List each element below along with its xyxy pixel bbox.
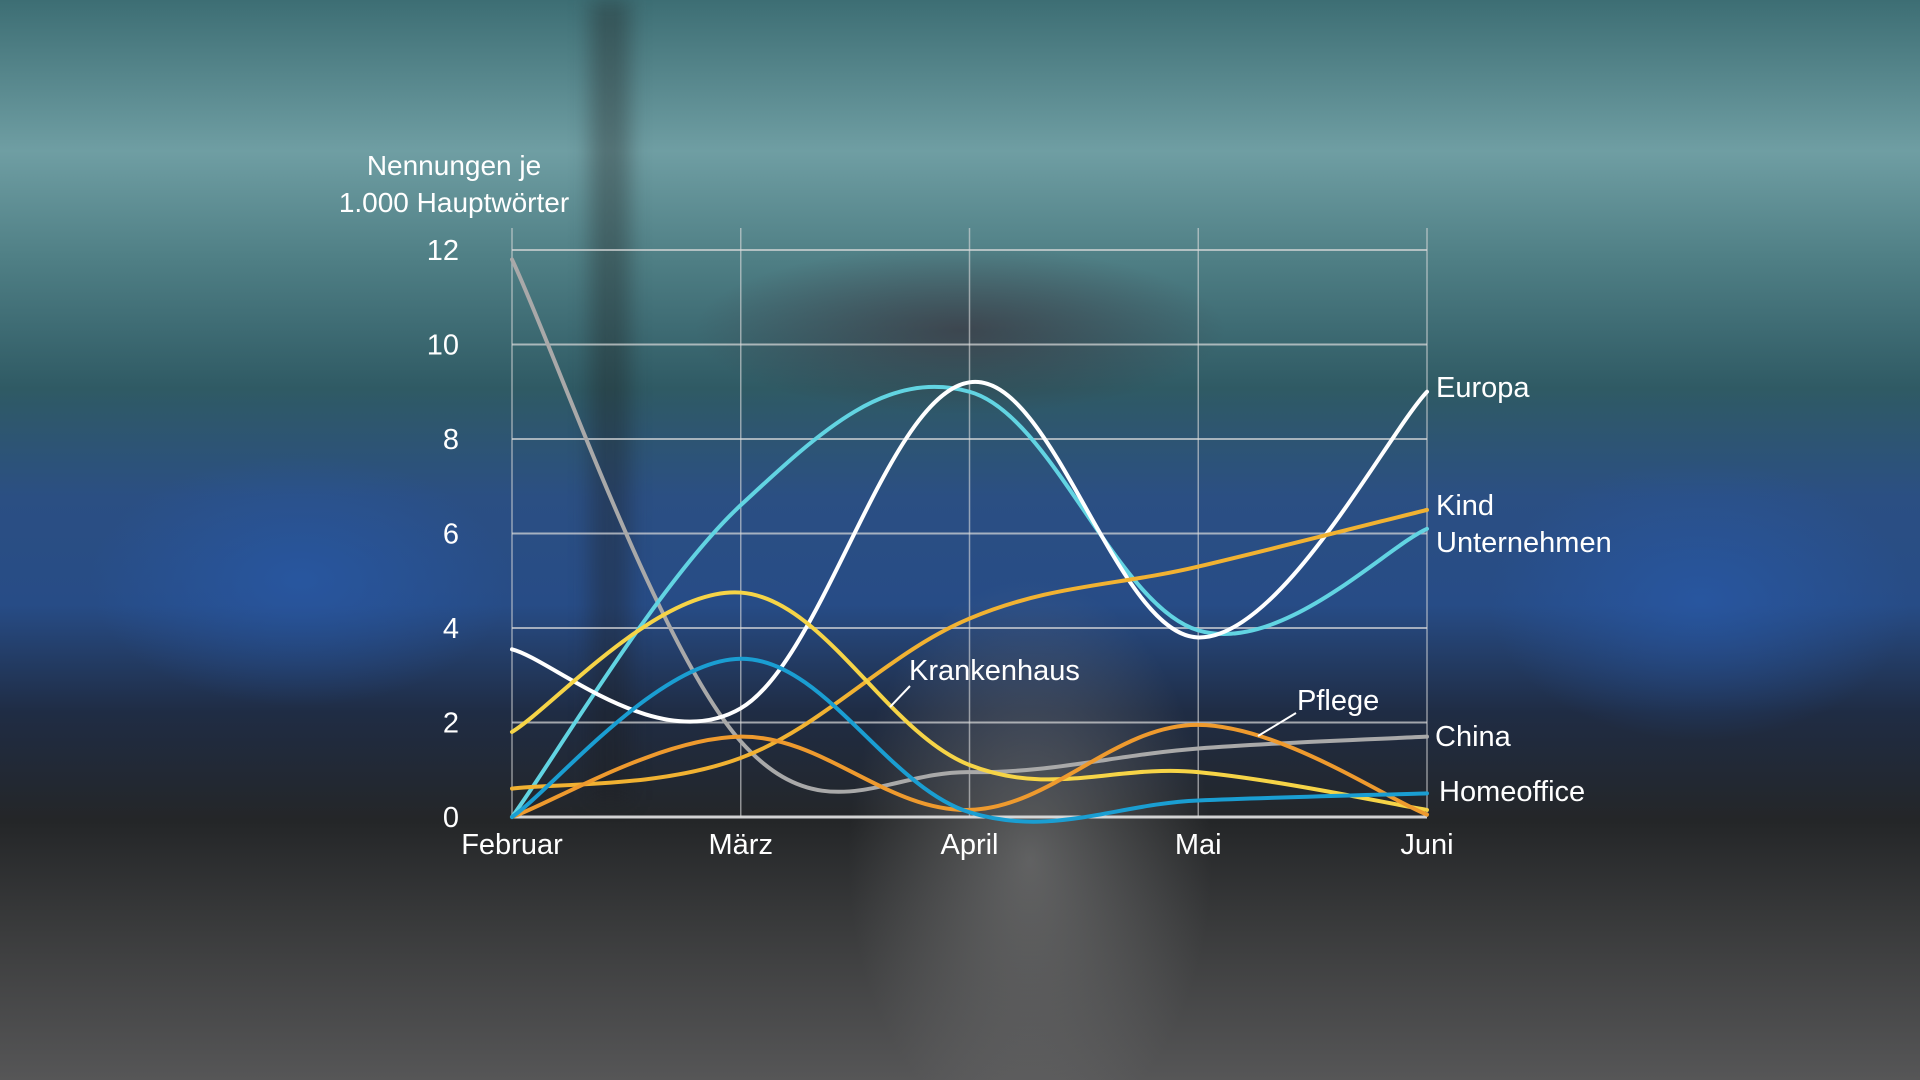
y-axis-title: Nennungen je (367, 150, 541, 181)
series-line-europa (510, 380, 1429, 724)
x-tick-label: Mai (1175, 829, 1222, 861)
y-tick-label: 0 (443, 802, 459, 834)
series-line-unternehmen (510, 385, 1429, 819)
x-tick-label: Februar (461, 829, 563, 861)
series-label-unternehmen: Unternehmen (1436, 527, 1612, 559)
series-label-krankenhaus: Krankenhaus (909, 655, 1080, 687)
x-tick-label: Juni (1400, 829, 1453, 861)
series-line-krankenhaus (510, 590, 1429, 812)
y-tick-label: 4 (443, 613, 459, 645)
series-line-pflege (510, 722, 1429, 819)
grid (511, 228, 1428, 819)
series-lines (510, 257, 1429, 824)
label-leader-line (889, 685, 911, 708)
series-label-kind: Kind (1436, 490, 1494, 522)
y-tick-label: 12 (427, 235, 459, 267)
x-tick-label: April (940, 829, 998, 861)
series-line-homeoffice (510, 656, 1429, 824)
series-line-china (510, 257, 1429, 794)
x-tick-label: März (709, 829, 773, 861)
label-leader-line (1257, 712, 1297, 737)
series-line-kind (510, 507, 1429, 791)
series-labels: China Unternehmen Europa Kind Krankenhaus Pfl… (889, 372, 1612, 808)
series-label-pflege: Pflege (1297, 685, 1379, 717)
series-label-europa: Europa (1436, 372, 1530, 404)
series-label-china: China (1435, 721, 1512, 753)
y-axis-title: 1.000 Hauptwörter (339, 187, 569, 218)
y-tick-label: 10 (427, 330, 459, 362)
series-label-homeoffice: Homeoffice (1439, 776, 1585, 808)
y-tick-label: 6 (443, 519, 459, 551)
axis-labels: 0 2 4 6 8 10 12 Februar März April Mai Juni Nennunge… (339, 150, 1454, 861)
y-tick-label: 2 (443, 708, 459, 740)
y-tick-label: 8 (443, 424, 459, 456)
